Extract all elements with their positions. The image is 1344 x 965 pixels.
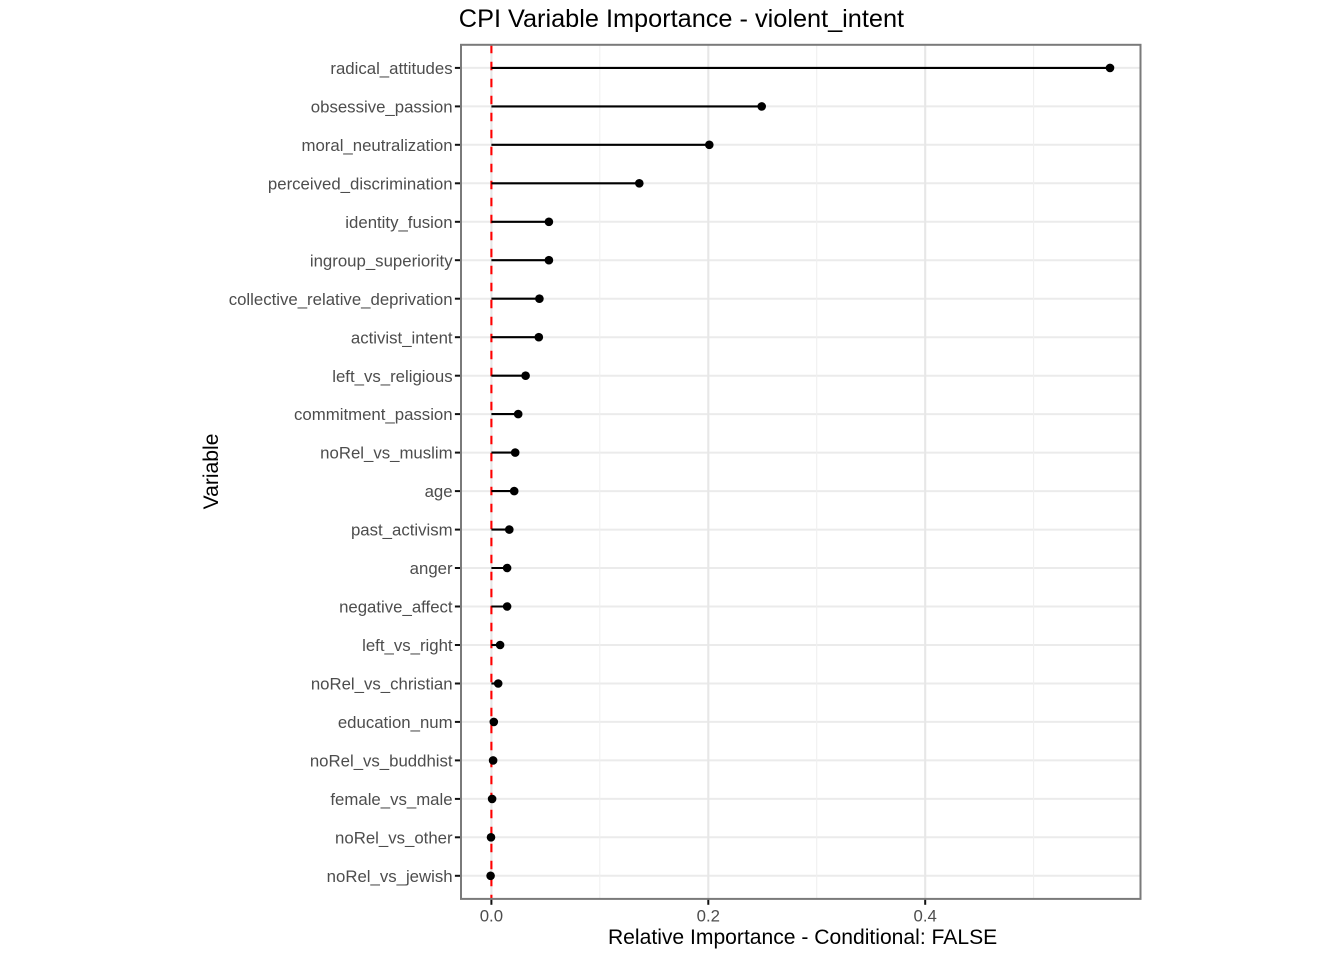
svg-text:noRel_vs_jewish: noRel_vs_jewish xyxy=(327,867,453,886)
svg-text:noRel_vs_buddhist: noRel_vs_buddhist xyxy=(310,752,453,771)
svg-text:perceived_discrimination: perceived_discrimination xyxy=(268,174,453,193)
svg-text:female_vs_male: female_vs_male xyxy=(330,790,452,809)
svg-text:obsessive_passion: obsessive_passion xyxy=(311,98,453,117)
svg-text:education_num: education_num xyxy=(338,713,453,732)
svg-text:commitment_passion: commitment_passion xyxy=(294,405,453,424)
svg-text:0.0: 0.0 xyxy=(480,906,503,925)
svg-text:moral_neutralization: moral_neutralization xyxy=(301,136,452,155)
svg-text:0.2: 0.2 xyxy=(697,906,720,925)
svg-text:activist_intent: activist_intent xyxy=(351,328,453,347)
svg-text:noRel_vs_muslim: noRel_vs_muslim xyxy=(320,444,452,463)
svg-text:age: age xyxy=(425,482,453,501)
svg-text:radical_attitudes: radical_attitudes xyxy=(330,59,452,78)
svg-text:collective_relative_deprivatio: collective_relative_deprivation xyxy=(229,290,453,309)
svg-text:left_vs_religious: left_vs_religious xyxy=(332,367,452,386)
svg-text:past_activism: past_activism xyxy=(351,521,453,540)
svg-text:CPI Variable Importance - viol: CPI Variable Importance - violent_intent xyxy=(459,5,904,33)
svg-text:left_vs_right: left_vs_right xyxy=(362,636,453,655)
svg-text:Variable: Variable xyxy=(200,434,223,510)
svg-text:identity_fusion: identity_fusion xyxy=(345,213,452,232)
svg-text:0.4: 0.4 xyxy=(914,906,937,925)
svg-text:negative_affect: negative_affect xyxy=(339,598,453,617)
svg-text:Relative Importance - Conditio: Relative Importance - Conditional: FALSE xyxy=(608,926,997,949)
svg-text:noRel_vs_christian: noRel_vs_christian xyxy=(311,675,453,694)
svg-text:ingroup_superiority: ingroup_superiority xyxy=(310,251,453,270)
svg-text:noRel_vs_other: noRel_vs_other xyxy=(335,828,453,847)
svg-text:anger: anger xyxy=(410,559,453,578)
